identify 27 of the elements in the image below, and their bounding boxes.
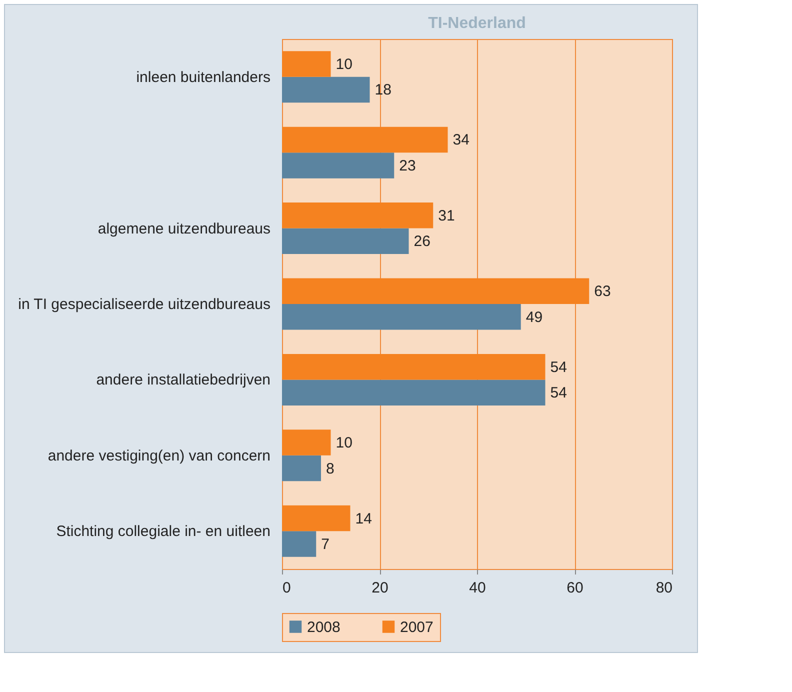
data-label: 54 xyxy=(550,384,567,402)
data-label: 23 xyxy=(399,157,416,174)
x-tick-label: 60 xyxy=(566,580,584,596)
y-tick-label: in TI gespecialiseerde uitzendbureaus xyxy=(18,296,270,313)
data-label: 10 xyxy=(336,434,352,452)
data-label: 7 xyxy=(321,536,330,554)
y-tick-label: algemene uitzendbureaus xyxy=(98,220,270,238)
data-label: 10 xyxy=(336,56,352,73)
data-label: 34 xyxy=(452,132,470,149)
data-label: 8 xyxy=(326,460,334,478)
x-tick-label: 40 xyxy=(469,580,486,596)
y-tick-label: Stichting collegiale in- en uitleen xyxy=(56,523,270,540)
data-label: 31 xyxy=(438,207,455,224)
y-tick-label: andere installatiebedrijven xyxy=(96,372,270,389)
legend-label: 2007 xyxy=(400,618,434,636)
data-label: 49 xyxy=(526,308,543,326)
data-label: 14 xyxy=(355,510,372,528)
x-tick-label: 0 xyxy=(282,580,291,596)
x-tick-label: 80 xyxy=(656,580,672,596)
y-tick-label: inleen buitenlanders xyxy=(136,68,270,86)
data-label: 26 xyxy=(414,233,430,250)
chart-title: TI-Nederland xyxy=(428,15,526,32)
data-label: 63 xyxy=(594,283,611,300)
data-label: 54 xyxy=(550,358,567,376)
x-tick-label: 20 xyxy=(372,580,388,596)
y-tick-label: andere vestiging(en) van concern xyxy=(48,447,270,464)
legend-label: 2008 xyxy=(307,618,340,636)
